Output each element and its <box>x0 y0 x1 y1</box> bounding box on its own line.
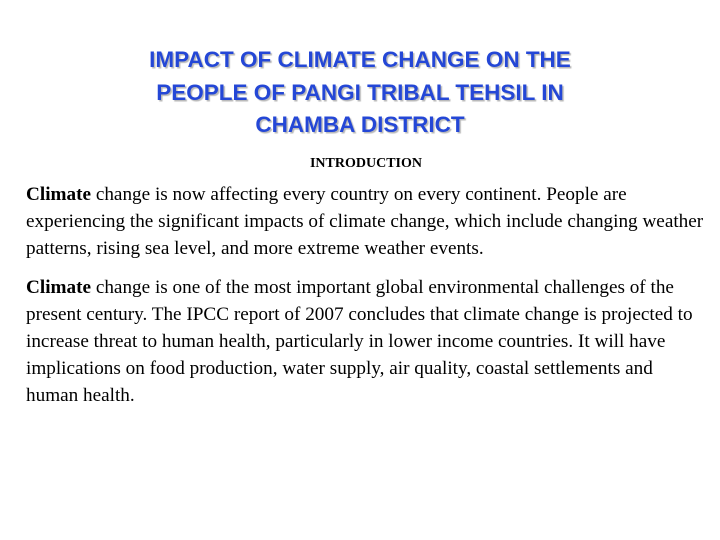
paragraph-text: change is now affecting every country on… <box>26 184 704 259</box>
lead-word: Climate <box>26 277 92 298</box>
lead-word: Climate <box>26 184 92 205</box>
body-text: Climate change is now affecting every co… <box>26 181 706 421</box>
title-line: PEOPLE OF PANGI TRIBAL TEHSIL IN <box>156 79 564 105</box>
paragraph: Climate change is one of the most import… <box>26 274 706 409</box>
title-line: IMPACT OF CLIMATE CHANGE ON THE <box>149 47 571 72</box>
title-line: CHAMBA DISTRICT <box>255 112 465 137</box>
slide-title: IMPACT OF CLIMATE CHANGE ON THE PEOPLE O… <box>0 44 720 142</box>
paragraph: Climate change is now affecting every co… <box>26 181 706 262</box>
subtitle: INTRODUCTION <box>309 156 422 171</box>
paragraph-text: change is one of the most important glob… <box>26 277 693 406</box>
